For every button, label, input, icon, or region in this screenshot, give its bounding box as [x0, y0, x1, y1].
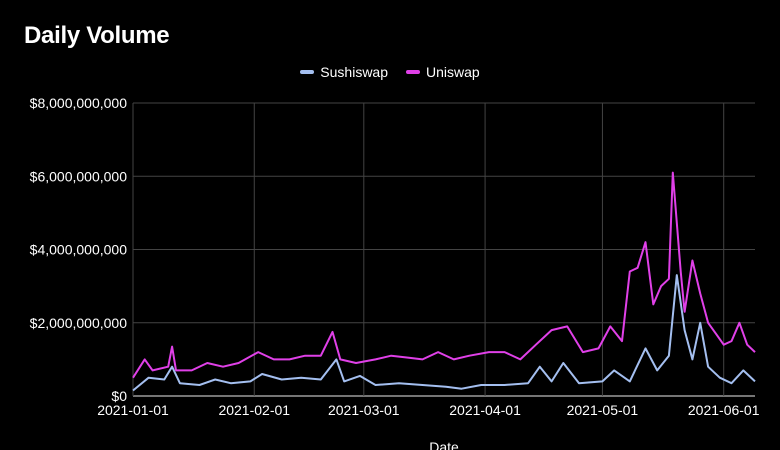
x-tick-label: 2021-02-01	[218, 402, 290, 418]
y-tick-label: $6,000,000,000	[30, 168, 128, 184]
x-tick-label: 2021-05-01	[567, 402, 639, 418]
legend-item-uniswap[interactable]: Uniswap	[406, 64, 480, 80]
series-lines	[132, 171, 756, 392]
y-tick-label: $2,000,000,000	[30, 315, 128, 331]
legend-label-uniswap: Uniswap	[426, 64, 480, 80]
y-tick-label: $8,000,000,000	[30, 95, 128, 111]
legend: Sushiswap Uniswap	[0, 64, 780, 80]
grid-lines	[132, 102, 755, 397]
legend-label-sushiswap: Sushiswap	[320, 64, 388, 80]
x-tick-label: 2021-03-01	[328, 402, 400, 418]
x-tick-label: 2021-01-01	[97, 402, 169, 418]
sushiswap-swatch-icon	[300, 70, 315, 74]
x-axis-title: Date	[429, 439, 459, 450]
legend-item-sushiswap[interactable]: Sushiswap	[300, 64, 388, 80]
y-tick-label: $4,000,000,000	[30, 242, 128, 258]
x-axis-tick-labels: 2021-01-01 2021-02-01 2021-03-01 2021-04-01…	[97, 402, 760, 418]
y-tick-label: $0	[111, 388, 127, 404]
x-tick-label: 2021-06-01	[688, 402, 760, 418]
uniswap-swatch-icon	[406, 70, 420, 74]
x-tick-label: 2021-04-01	[449, 402, 521, 418]
series-line-uniswap	[132, 171, 756, 379]
chart-title: Daily Volume	[24, 22, 170, 49]
y-axis-tick-labels: $0 $2,000,000,000 $4,000,000,000 $6,000,000…	[30, 95, 128, 404]
series-line-sushiswap	[132, 274, 756, 392]
